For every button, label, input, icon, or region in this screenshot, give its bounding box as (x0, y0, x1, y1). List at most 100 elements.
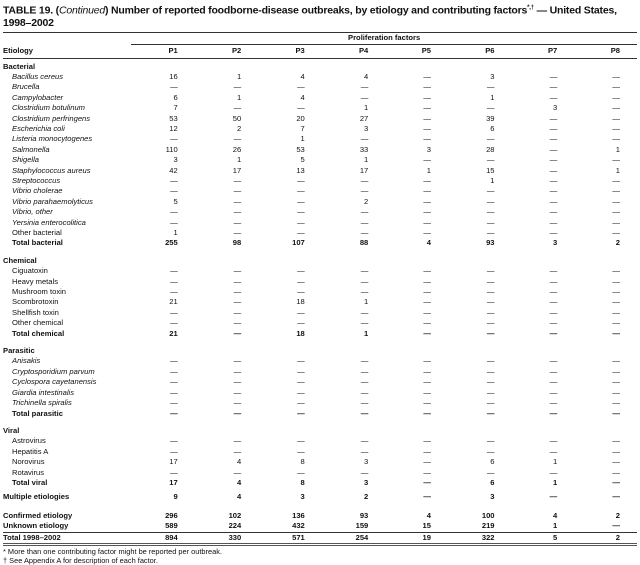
value-cell-p3: — (297, 356, 305, 366)
value-cell-p2: — (233, 328, 242, 338)
value-cell-p7: — (549, 328, 558, 338)
etiology-cell: Chemical (3, 255, 37, 265)
value-cell-p4: — (360, 387, 369, 397)
table-row: Shellfish toxin — — — — — — — — (3, 308, 637, 318)
value-cell-p8: — (612, 175, 620, 185)
value-cell-p8: — (612, 521, 620, 531)
etiology-cell: Shellfish toxin (12, 307, 59, 317)
value-cell-p4 (322, 423, 386, 436)
value-cell-p5: — (423, 328, 431, 338)
value-cell-p2: — (233, 408, 242, 418)
value-cell-p6: 39 (486, 113, 495, 123)
footnote-2: † See Appendix A for description of each… (3, 555, 158, 565)
etiology-cell: Shigella (12, 155, 40, 165)
table-row: Staphylococcus aureus 42 17 13 17 1 15 — 1 (3, 166, 637, 176)
value-cell-p3 (258, 343, 322, 356)
etiology-cell: Unknown etiology (3, 521, 69, 531)
value-cell-p6: 3 (490, 71, 495, 81)
value-cell-p6: 322 (448, 531, 512, 547)
value-cell-p6: — (486, 287, 495, 297)
value-cell-p5: 3 (426, 144, 431, 154)
group-total-row: Total parasitic — — — — — — — — (3, 409, 637, 419)
value-cell-p2: 2 (237, 123, 242, 133)
value-cell-p4: 3 (364, 477, 369, 487)
value-cell-p5: — (423, 408, 431, 418)
value-cell-p3: — (297, 82, 305, 92)
value-cell-p4: 159 (355, 521, 369, 531)
value-cell-p4: 3 (364, 457, 369, 467)
value-cell-p7: — (549, 186, 558, 196)
value-cell-p4: — (360, 217, 369, 227)
title-suffix: — United States, 1998–2002 (3, 4, 617, 30)
value-cell-p3: — (297, 436, 305, 446)
value-cell-p4: — (360, 408, 369, 418)
group-total-row: Total viral 17 4 8 3 — 6 1 — (3, 478, 637, 488)
value-cell-p8: — (612, 307, 620, 317)
table-body: Bacterial Bacillus cereus 16 1 4 4—3— — Brucell… (3, 58, 637, 547)
etiology-cell: Clostridium botulinum (12, 103, 86, 113)
value-cell-p6: — (486, 103, 495, 113)
etiology-cell: Trichinella spiralis (12, 398, 72, 408)
value-cell-p3 (258, 58, 322, 72)
value-cell-p4: — (360, 228, 369, 237)
value-cell-p4: 2 (364, 492, 369, 502)
etiology-cell: Total 1998–2002 (3, 531, 132, 547)
etiology-cell: Viral (3, 425, 20, 435)
value-cell-p7: — (549, 377, 558, 387)
value-cell-p4: 4 (364, 71, 369, 81)
value-cell-p4: 2 (364, 196, 369, 206)
value-cell-p3: 571 (258, 531, 322, 547)
value-cell-p5: — (423, 398, 431, 408)
value-cell-p2: — (233, 287, 242, 297)
value-cell-p8: 2 (615, 510, 620, 520)
value-cell-p1: 21 (169, 297, 178, 307)
value-cell-p1: — (170, 356, 178, 366)
value-cell-p3: 5 (300, 155, 305, 165)
value-cell-p4: — (360, 356, 369, 366)
etiology-cell: Parasitic (3, 346, 35, 356)
value-cell-p4: — (360, 186, 369, 196)
value-cell-p7: — (549, 92, 558, 102)
value-cell-p7: — (549, 318, 558, 328)
value-cell-p1: 5 (173, 196, 178, 206)
value-cell-p7: — (549, 387, 558, 397)
value-cell-p2: 330 (194, 531, 259, 547)
value-cell-p1 (131, 343, 195, 356)
value-cell-p5: — (423, 82, 431, 92)
value-cell-p7: 1 (553, 477, 558, 487)
value-cell-p4: — (360, 207, 369, 217)
value-cell-p4: — (360, 134, 369, 144)
value-cell-p3: 1 (300, 134, 305, 144)
value-cell-p8: 2 (615, 238, 620, 248)
value-cell-p6: — (486, 446, 495, 456)
value-cell-p4: 33 (359, 144, 369, 154)
etiology-cell: Vibrio parahaemolyticus (12, 196, 93, 206)
group-header: Parasitic (3, 343, 637, 356)
value-cell-p5: 4 (426, 238, 431, 248)
value-cell-p8: — (612, 276, 620, 286)
value-cell-p1: — (170, 467, 178, 477)
value-cell-p2: — (233, 103, 242, 113)
value-cell-p6: 6 (490, 477, 495, 487)
etiology-cell: Scombrotoxin (12, 297, 59, 307)
etiology-cell: Total chemical (12, 328, 65, 338)
value-cell-p1: — (170, 207, 178, 217)
value-cell-p3: — (297, 228, 305, 237)
value-cell-p6: — (486, 387, 495, 397)
value-cell-p8: — (612, 477, 620, 487)
table-row: Norovirus 17 4 8 3 — 6 1 — (3, 457, 637, 467)
value-cell-p2: 102 (228, 510, 242, 520)
value-cell-p1: — (170, 217, 178, 227)
value-cell-p5: — (423, 436, 431, 446)
etiology-cell: Clostridium perfringens (12, 113, 91, 123)
table-row: Bacillus cereus 16 1 4 4 — 3 — — (3, 72, 637, 82)
etiology-cell: Bacterial (3, 61, 36, 71)
etiology-cell: Campylobacter (12, 92, 64, 102)
value-cell-p2: — (233, 207, 242, 217)
value-cell-p5: — (423, 155, 431, 165)
value-cell-p5: — (423, 217, 431, 227)
value-cell-p8: — (612, 457, 620, 467)
value-cell-p3: 432 (292, 521, 305, 531)
value-cell-p5: — (423, 92, 431, 102)
value-cell-p1: — (170, 436, 178, 446)
